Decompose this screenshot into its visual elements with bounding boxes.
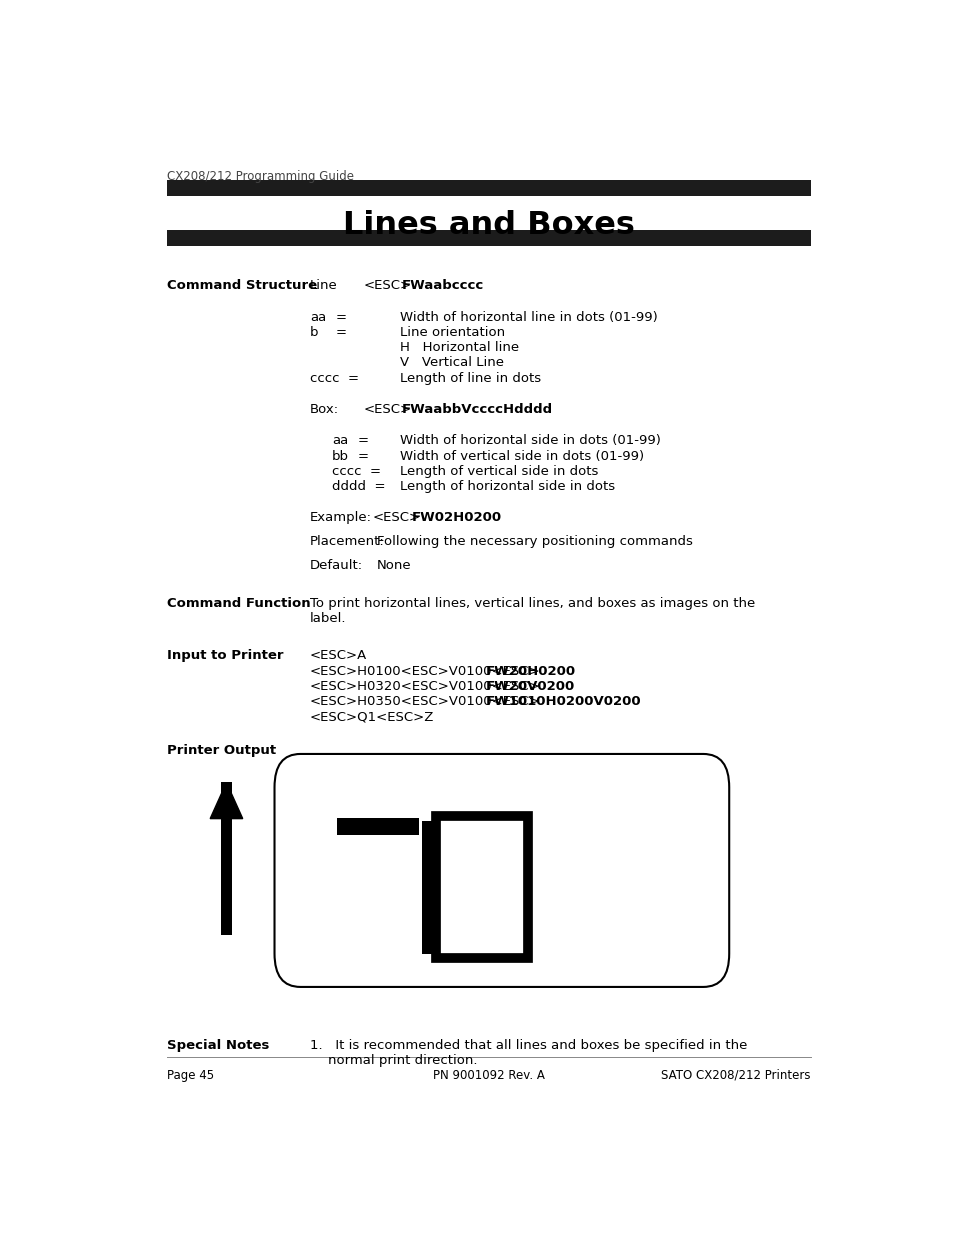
Text: Box:: Box: bbox=[310, 403, 338, 416]
Text: FWaabcccc: FWaabcccc bbox=[401, 279, 483, 293]
Text: <ESC>: <ESC> bbox=[363, 279, 411, 293]
Bar bbox=[167, 179, 810, 196]
Text: Printer Output: Printer Output bbox=[167, 745, 276, 757]
Text: FW20H0200: FW20H0200 bbox=[485, 664, 576, 678]
Text: H   Horizontal line: H Horizontal line bbox=[400, 341, 518, 354]
Text: FW02H0200: FW02H0200 bbox=[411, 511, 501, 525]
Text: None: None bbox=[376, 559, 411, 572]
Text: Command Function: Command Function bbox=[167, 597, 311, 610]
Text: <ESC>H0320<ESC>V0100<ESC>: <ESC>H0320<ESC>V0100<ESC> bbox=[310, 679, 540, 693]
Text: label.: label. bbox=[310, 613, 346, 625]
Text: 1.   It is recommended that all lines and boxes be specified in the: 1. It is recommended that all lines and … bbox=[310, 1039, 746, 1052]
Text: =: = bbox=[335, 311, 347, 324]
Text: <ESC>: <ESC> bbox=[373, 511, 420, 525]
Text: Length of vertical side in dots: Length of vertical side in dots bbox=[400, 464, 598, 478]
Text: aa: aa bbox=[310, 311, 326, 324]
Text: Line: Line bbox=[310, 279, 337, 293]
Text: Example:: Example: bbox=[310, 511, 372, 525]
Text: Special Notes: Special Notes bbox=[167, 1039, 270, 1052]
Text: Following the necessary positioning commands: Following the necessary positioning comm… bbox=[376, 535, 692, 548]
Text: <ESC>H0100<ESC>V0100<ESC>: <ESC>H0100<ESC>V0100<ESC> bbox=[310, 664, 540, 678]
Text: Line orientation: Line orientation bbox=[400, 326, 505, 340]
Text: <ESC>A: <ESC>A bbox=[310, 650, 367, 662]
Text: Width of vertical side in dots (01-99): Width of vertical side in dots (01-99) bbox=[400, 450, 643, 463]
Text: Length of line in dots: Length of line in dots bbox=[400, 372, 540, 384]
Text: <ESC>: <ESC> bbox=[363, 403, 411, 416]
FancyBboxPatch shape bbox=[274, 753, 728, 987]
Text: Placement:: Placement: bbox=[310, 535, 384, 548]
Text: Default:: Default: bbox=[310, 559, 363, 572]
Text: PN 9001092 Rev. A: PN 9001092 Rev. A bbox=[433, 1068, 544, 1082]
Text: Command Structure: Command Structure bbox=[167, 279, 317, 293]
Text: V   Vertical Line: V Vertical Line bbox=[400, 357, 504, 369]
Text: FWaabbVccccHdddd: FWaabbVccccHdddd bbox=[401, 403, 552, 416]
Bar bbox=[436, 816, 528, 958]
Text: Input to Printer: Input to Printer bbox=[167, 650, 283, 662]
Text: normal print direction.: normal print direction. bbox=[328, 1055, 477, 1067]
Text: =: = bbox=[335, 326, 347, 340]
Text: FW20V0200: FW20V0200 bbox=[485, 679, 575, 693]
Bar bbox=[167, 230, 810, 246]
Text: Lines and Boxes: Lines and Boxes bbox=[343, 210, 634, 241]
Text: Length of horizontal side in dots: Length of horizontal side in dots bbox=[400, 480, 615, 493]
Text: b: b bbox=[310, 326, 318, 340]
Polygon shape bbox=[210, 783, 242, 819]
Text: cccc  =: cccc = bbox=[332, 464, 381, 478]
Text: Width of horizontal line in dots (01-99): Width of horizontal line in dots (01-99) bbox=[400, 311, 658, 324]
Text: dddd  =: dddd = bbox=[332, 480, 385, 493]
Text: =: = bbox=[357, 435, 369, 447]
Text: <ESC>H0350<ESC>V0100<ESC>: <ESC>H0350<ESC>V0100<ESC> bbox=[310, 695, 540, 708]
Text: =: = bbox=[357, 450, 369, 463]
Text: bb: bb bbox=[332, 450, 349, 463]
Bar bbox=[220, 783, 233, 935]
Text: cccc  =: cccc = bbox=[310, 372, 358, 384]
Text: SATO CX208/212 Printers: SATO CX208/212 Printers bbox=[660, 1068, 810, 1082]
Bar bbox=[337, 818, 418, 835]
Text: Page 45: Page 45 bbox=[167, 1068, 214, 1082]
Text: Width of horizontal side in dots (01-99): Width of horizontal side in dots (01-99) bbox=[400, 435, 660, 447]
Text: CX208/212 Programming Guide: CX208/212 Programming Guide bbox=[167, 170, 354, 183]
Text: <ESC>Q1<ESC>Z: <ESC>Q1<ESC>Z bbox=[310, 710, 434, 724]
Bar bbox=[422, 820, 436, 953]
Text: FW1010H0200V0200: FW1010H0200V0200 bbox=[485, 695, 641, 708]
Text: aa: aa bbox=[332, 435, 348, 447]
Text: To print horizontal lines, vertical lines, and boxes as images on the: To print horizontal lines, vertical line… bbox=[310, 597, 755, 610]
